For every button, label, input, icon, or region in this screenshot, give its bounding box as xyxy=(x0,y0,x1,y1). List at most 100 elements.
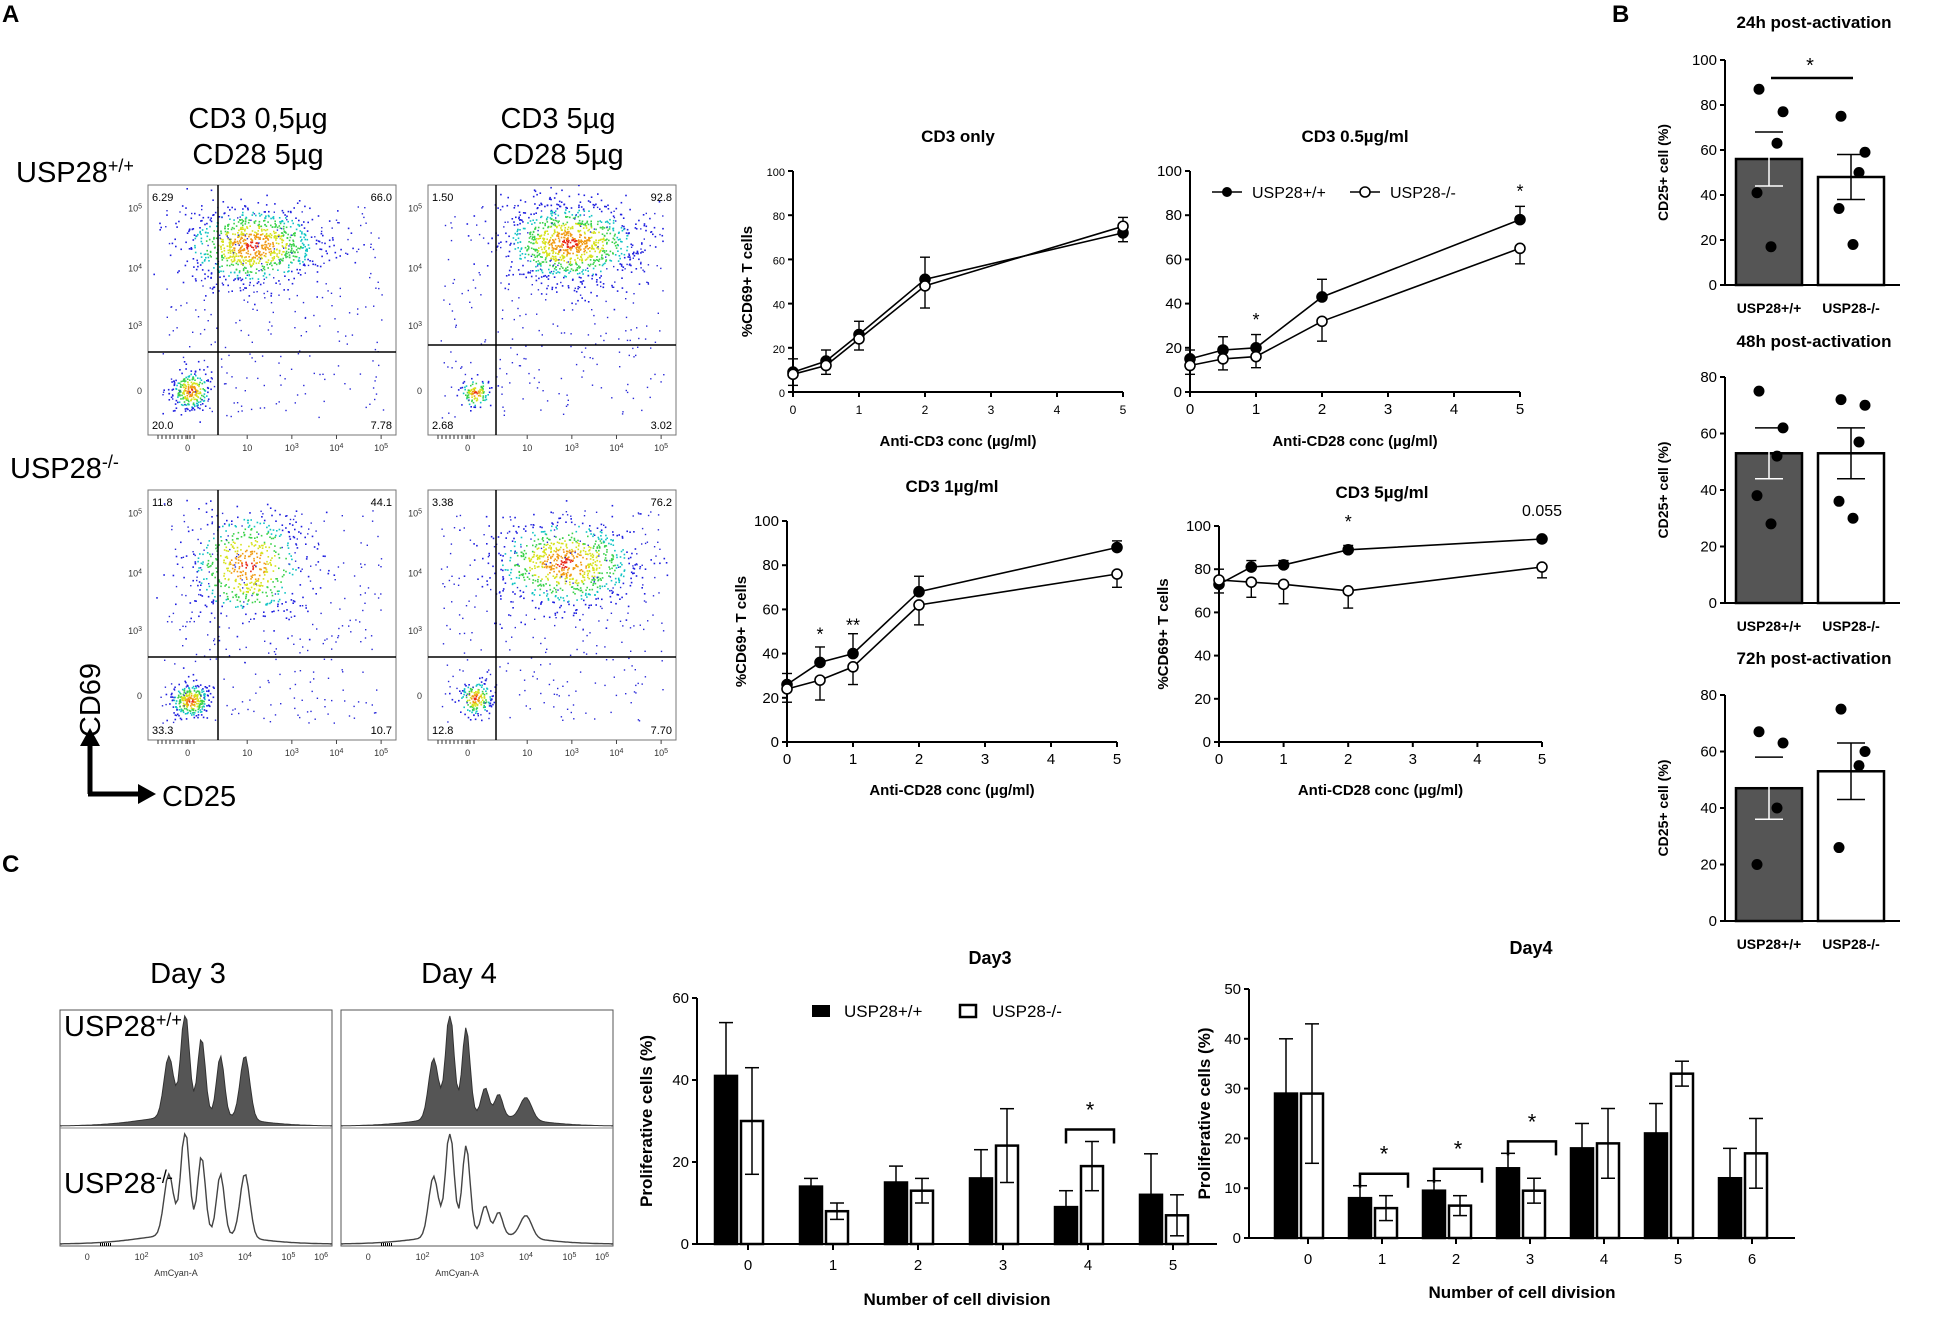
cell-dot xyxy=(225,530,227,532)
cell-dot xyxy=(254,540,257,542)
cell-dot xyxy=(235,225,238,227)
cell-dot xyxy=(293,536,296,539)
cell-dot xyxy=(523,273,525,276)
cell-dot xyxy=(469,696,472,699)
cell-dot xyxy=(228,354,230,357)
cell-dot xyxy=(473,389,476,391)
cell-dot xyxy=(266,586,268,588)
cell-dot xyxy=(620,252,623,255)
cell-dot xyxy=(654,212,656,215)
cell-dot xyxy=(544,274,547,277)
cell-dot xyxy=(543,566,546,569)
cell-dot xyxy=(190,399,192,402)
cell-dot xyxy=(237,586,240,588)
cell-dot xyxy=(482,382,484,385)
cell-dot xyxy=(237,410,240,413)
cell-dot xyxy=(210,220,213,223)
cell-dot xyxy=(249,533,252,536)
cell-dot xyxy=(479,390,482,393)
cell-dot xyxy=(283,247,285,249)
cell-dot xyxy=(581,283,583,285)
cell-dot xyxy=(552,247,555,250)
cell-dot xyxy=(258,225,260,228)
cell-dot xyxy=(180,403,183,406)
cell-dot xyxy=(245,262,247,264)
cell-dot xyxy=(612,229,615,232)
cell-dot xyxy=(191,383,194,386)
cell-dot xyxy=(612,227,615,230)
cell-dot xyxy=(252,262,255,265)
cell-dot xyxy=(198,615,200,618)
cell-dot xyxy=(213,638,216,640)
cell-dot xyxy=(588,216,591,218)
cell-dot xyxy=(194,237,197,240)
cell-dot xyxy=(194,251,197,254)
cell-dot xyxy=(282,239,285,242)
cell-dot xyxy=(185,390,187,392)
cell-dot xyxy=(178,714,180,717)
cell-dot xyxy=(616,564,619,567)
cell-dot xyxy=(546,595,548,597)
cell-dot xyxy=(328,259,331,262)
x-tick-base: 10 xyxy=(610,443,620,453)
cell-dot xyxy=(191,409,193,411)
cell-dot xyxy=(200,700,203,702)
cell-dot xyxy=(599,540,602,542)
cell-dot xyxy=(226,232,228,234)
cell-dot xyxy=(619,257,621,260)
cell-dot xyxy=(203,359,206,362)
cell-dot xyxy=(220,358,223,360)
cell-dot xyxy=(201,269,204,271)
cell-dot xyxy=(255,580,258,582)
cell-dot xyxy=(250,259,252,261)
cell-dot xyxy=(570,247,572,250)
cell-dot xyxy=(171,692,173,695)
cell-dot xyxy=(593,228,596,230)
cell-dot xyxy=(244,555,246,557)
cell-dot xyxy=(285,250,288,253)
cell-dot xyxy=(254,235,257,237)
cell-dot xyxy=(324,639,326,641)
cell-dot xyxy=(232,541,235,543)
cell-dot xyxy=(537,580,539,583)
cell-dot xyxy=(657,312,659,314)
cell-dot xyxy=(275,224,277,226)
cell-dot xyxy=(215,283,218,285)
cell-dot xyxy=(575,290,578,293)
cell-dot xyxy=(532,561,535,563)
cell-dot xyxy=(511,338,514,340)
cell-dot xyxy=(613,308,616,311)
cell-dot xyxy=(208,699,210,701)
cell-dot xyxy=(622,575,625,578)
cell-dot xyxy=(570,521,573,524)
cell-dot xyxy=(556,581,558,583)
cell-dot xyxy=(526,249,528,252)
cell-dot xyxy=(582,556,584,559)
cell-dot xyxy=(510,601,512,603)
cell-dot xyxy=(184,410,187,412)
cell-dot xyxy=(599,572,601,574)
cell-dot xyxy=(227,569,229,572)
cell-dot xyxy=(301,699,303,701)
cell-dot xyxy=(643,593,646,595)
cell-dot xyxy=(587,334,590,336)
dot-plot-cells xyxy=(440,500,669,723)
cell-dot xyxy=(183,514,185,517)
cell-dot xyxy=(480,701,483,703)
cell-dot xyxy=(502,569,504,572)
cell-dot xyxy=(539,543,542,545)
cell-dot xyxy=(459,387,462,389)
cell-dot xyxy=(580,550,582,552)
cell-dot xyxy=(511,362,514,364)
cell-dot xyxy=(324,242,326,245)
cell-dot xyxy=(273,211,275,213)
cell-dot xyxy=(371,704,373,706)
cell-dot xyxy=(285,515,287,517)
cell-dot xyxy=(236,570,239,573)
cell-dot xyxy=(550,186,552,189)
cell-dot xyxy=(634,227,637,229)
cell-dot xyxy=(176,713,179,716)
cell-dot xyxy=(252,574,254,576)
cell-dot xyxy=(616,243,619,246)
cell-dot xyxy=(473,543,475,545)
